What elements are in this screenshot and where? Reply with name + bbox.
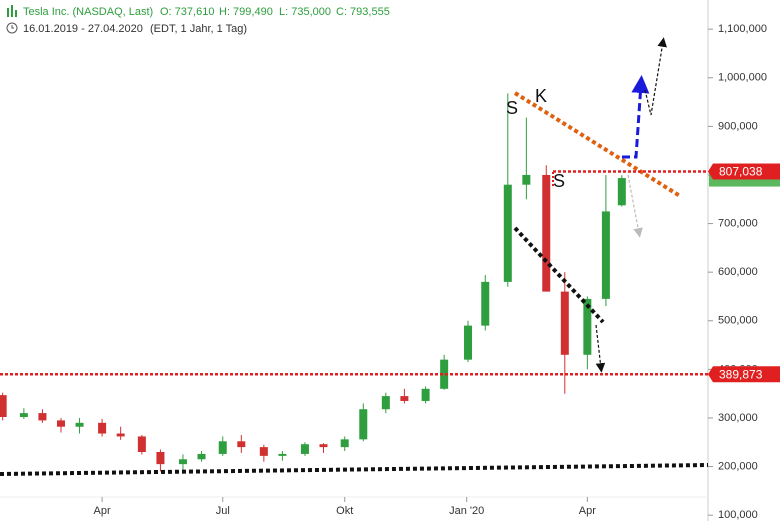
- ohlc: H: 799,490: [219, 6, 273, 18]
- date-range: 16.01.2019 - 27.04.2020: [23, 23, 143, 35]
- y-tick-label: 500,000: [718, 315, 758, 327]
- candle-body: [0, 395, 7, 417]
- candle-body: [522, 174, 531, 185]
- candle-body: [464, 325, 473, 360]
- ohlc: L: 735,000: [279, 6, 331, 18]
- candle-body: [503, 184, 512, 282]
- candle-body: [601, 211, 610, 299]
- candle-body: [259, 447, 268, 456]
- annotation: S: [506, 98, 518, 118]
- candle-body: [319, 444, 328, 448]
- y-tick-label: 1,100,000: [718, 23, 767, 35]
- candle-body: [218, 441, 227, 454]
- support-line: [0, 463, 709, 476]
- price-box: [708, 366, 780, 383]
- x-tick-label: Jan '20: [449, 505, 484, 517]
- candle-body: [583, 298, 592, 355]
- y-tick-label: 900,000: [718, 120, 758, 132]
- candle-body: [137, 436, 146, 452]
- candle-body: [560, 291, 569, 355]
- candle-body: [359, 409, 368, 440]
- candle-body: [542, 174, 551, 292]
- info: (EDT, 1 Jahr, 1 Tag): [150, 23, 247, 35]
- y-tick-label: 1,000,000: [718, 72, 767, 84]
- arrow: [622, 75, 650, 159]
- arrow: [644, 37, 667, 116]
- candle-body: [300, 444, 309, 454]
- ohlc: C: 793,555: [336, 6, 390, 18]
- y-tick-label: 600,000: [718, 266, 758, 278]
- x-tick-label: Apr: [94, 505, 111, 517]
- candle-body: [19, 413, 28, 417]
- plot-area: [0, 93, 626, 474]
- x-tick-label: Jul: [216, 505, 230, 517]
- candle-body: [178, 459, 187, 465]
- trend-line: [513, 226, 605, 324]
- candle-body: [38, 413, 47, 421]
- price-box: [708, 163, 780, 180]
- candle-body: [116, 433, 125, 437]
- candle-body: [481, 281, 490, 326]
- candle-body: [237, 441, 246, 448]
- annotation: K: [535, 86, 547, 106]
- x-tick-label: Apr: [579, 505, 596, 517]
- candle-body: [98, 422, 107, 434]
- trend-line: [513, 91, 682, 198]
- annotation: S: [553, 171, 565, 191]
- x-tick-label: Okt: [336, 505, 353, 517]
- header: Tesla Inc. (NASDAQ, Last) O: 737,610 H: …: [6, 5, 390, 35]
- title: Tesla Inc. (NASDAQ, Last): [23, 6, 153, 18]
- y-tick-label: 200,000: [718, 460, 758, 472]
- candle-body: [278, 453, 287, 456]
- y-tick-label: 100,000: [718, 509, 758, 521]
- price-label: 389,873: [719, 367, 763, 381]
- candle-body: [56, 420, 65, 427]
- arrow: [627, 174, 643, 238]
- candle-body: [617, 178, 626, 206]
- candle-body: [421, 388, 430, 401]
- y-tick-label: 300,000: [718, 412, 758, 424]
- candle-body: [75, 422, 84, 427]
- candle-body: [340, 439, 349, 448]
- arrow: [595, 324, 606, 373]
- y-tick-label: 700,000: [718, 217, 758, 229]
- candle-body: [440, 359, 449, 389]
- candle-body: [400, 396, 409, 401]
- candle-body: [197, 453, 206, 460]
- candle-body: [381, 396, 390, 410]
- price-label: 807,038: [719, 165, 763, 179]
- ohlc: O: 737,610: [160, 6, 214, 18]
- candle-body: [156, 451, 165, 465]
